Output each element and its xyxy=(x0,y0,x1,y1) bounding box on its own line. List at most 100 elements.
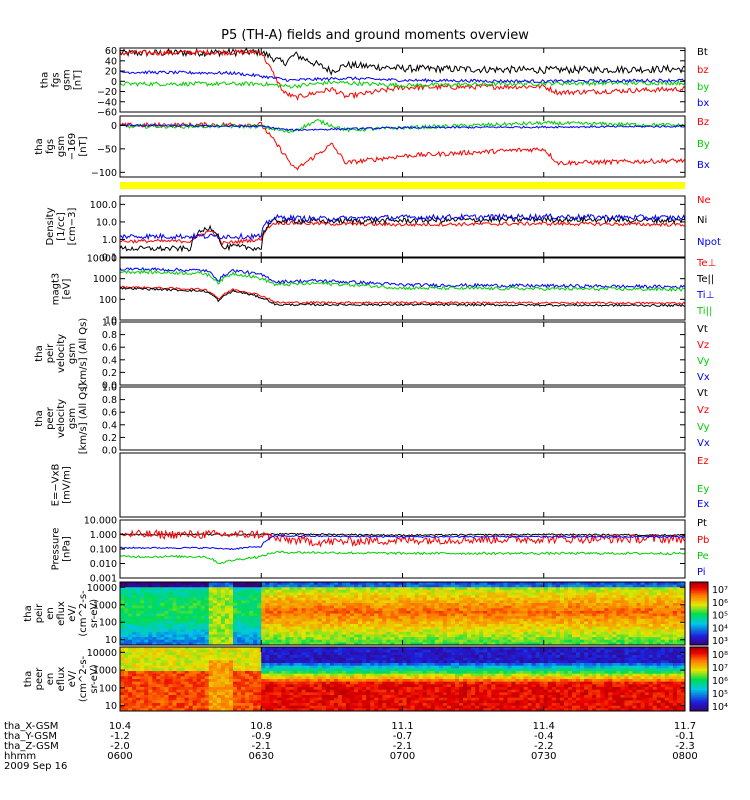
legend-peir_v: Vt xyxy=(697,324,708,335)
ytick-label: −40 xyxy=(97,97,117,108)
colorbar-tick: 10⁶ xyxy=(712,598,728,609)
ylabel-peir_v: thapeirvelocitygsm[km/s] (All Qs) xyxy=(34,318,89,390)
ytick-label: 10000 xyxy=(87,648,117,659)
colorbar-tick: 10⁴ xyxy=(712,623,728,634)
ylabel-fgs_r: thafgsgsm−169[nT] xyxy=(34,133,89,160)
legend-fgs: bz xyxy=(697,65,709,76)
ytick-label: 0.1 xyxy=(102,253,117,264)
ylabel-peer_v: thapeervelocitygsm[km/s] (All Qs) xyxy=(34,383,89,455)
ytick-label: 0.0 xyxy=(102,381,117,392)
colorbar-tick: 10⁶ xyxy=(712,676,728,687)
series-Pe xyxy=(119,550,686,565)
legend-temp: Te⊥ xyxy=(696,258,716,269)
ytick-label: 0.4 xyxy=(102,355,117,366)
ytick-label: 1000 xyxy=(93,666,117,677)
ytick-label: 100 xyxy=(99,618,117,629)
ylabel-peir_spec: thapeirenefluxeV/(cm^2-s-sr-eV) xyxy=(23,590,100,637)
ytick-label: 10 xyxy=(105,635,117,646)
ylabel-fgs: thafgsgsm[nT] xyxy=(40,69,84,90)
ytick-label: 1.0 xyxy=(102,318,117,329)
x-axis-value: 10.8 xyxy=(250,721,272,732)
panel-fgs_r: thafgsgsm−169[nT] Bz By Bx 0 −50 −100 xyxy=(34,115,710,179)
x-axis-row-label: tha_X-GSM xyxy=(4,721,58,732)
legend-peir_v: Vx xyxy=(697,372,710,383)
legend-density: Npot xyxy=(697,237,721,248)
legend-peer_v: Vx xyxy=(697,438,710,449)
colorbar-tick: 10⁴ xyxy=(712,702,728,713)
series-Ne xyxy=(119,220,685,246)
series-Pb xyxy=(119,529,686,548)
series-Te xyxy=(119,286,686,308)
ytick-label: 10000 xyxy=(87,583,117,594)
colorbar-tick: 10⁷ xyxy=(712,663,728,674)
series-Pi xyxy=(119,534,686,551)
series-Bt xyxy=(119,47,686,76)
ytick-label: 0.2 xyxy=(102,433,117,444)
panel-density: Density[1/cc][cm−3] Ne Ni Npot 100.0 10.0 1.0 0… xyxy=(45,195,721,264)
ylabel-peer_spec: thapeerenefluxeV/(cm^2-s-sr-eV) xyxy=(23,655,100,702)
ytick-label: 0.0 xyxy=(102,446,117,457)
legend-fgs_r: By xyxy=(697,139,710,150)
legend-pressure: Pe xyxy=(697,551,709,562)
x-axis-value: -2.0 xyxy=(110,741,130,752)
series-Ti xyxy=(119,266,686,289)
x-axis-row-label: hhmm xyxy=(4,751,36,762)
ytick-label: 0 xyxy=(111,77,117,88)
ytick-label: 0.6 xyxy=(102,343,117,354)
legend-peer_v: Vz xyxy=(697,405,709,416)
colorbar-tick: 10³ xyxy=(712,636,728,647)
ytick-label: 0.010 xyxy=(90,559,117,570)
legend-temp: Te|| xyxy=(696,274,714,285)
x-axis-value: 0800 xyxy=(672,751,697,762)
x-axis-value: -1.2 xyxy=(110,731,130,742)
legend-peir_v: Vy xyxy=(697,356,710,367)
ytick-label: 1.0 xyxy=(102,235,117,246)
legend-efield: Ex xyxy=(697,499,709,510)
ytick-label: 10000 xyxy=(87,254,117,265)
x-axis-value: 11.7 xyxy=(674,721,696,732)
x-axis-value: -0.7 xyxy=(393,731,413,742)
ytick-label: 0.001 xyxy=(90,574,117,585)
ytick-label: 1.0 xyxy=(102,383,117,394)
ytick-label: 0.8 xyxy=(102,330,117,341)
colorbar-tick: 10⁵ xyxy=(712,611,728,622)
ytick-label: 0.6 xyxy=(102,408,117,419)
legend-peer_v: Vy xyxy=(697,422,710,433)
ytick-label: 100 xyxy=(99,295,117,306)
panel-peir_spec: thapeirenefluxeV/(cm^2-s-sr-eV) 10⁷ 10⁶ 10⁵… xyxy=(23,581,728,647)
series-by xyxy=(119,79,686,89)
x-axis-value: -2.1 xyxy=(251,741,271,752)
x-axis-value: 0700 xyxy=(390,751,415,762)
ytick-label: 100 xyxy=(99,683,117,694)
ytick-label: 0 xyxy=(111,121,117,132)
x-axis: tha_X-GSM 10.4 10.8 11.1 11.4 11.7 tha_Y-GSM -1… xyxy=(4,721,698,772)
ytick-label: 10 xyxy=(105,701,117,712)
x-axis-value: -0.1 xyxy=(675,731,695,742)
series-Npot xyxy=(119,212,686,241)
panel-peer_spec: thapeerenefluxeV/(cm^2-s-sr-eV) 10⁸ 10⁷ 10⁶… xyxy=(23,646,728,713)
colorbar-peer_spec: 10⁸ 10⁷ 10⁶ 10⁵ 10⁴ xyxy=(689,646,728,713)
ytick-label: 0.8 xyxy=(102,395,117,406)
x-axis-value: 0730 xyxy=(531,751,556,762)
ytick-label: 1.000 xyxy=(90,530,117,541)
ytick-label: −60 xyxy=(97,108,117,119)
ytick-label: 10 xyxy=(105,316,117,327)
x-axis-value: -2.3 xyxy=(675,741,695,752)
ytick-label: 100.0 xyxy=(90,200,117,211)
legend-fgs_r: Bx xyxy=(697,160,710,171)
ylabel-pressure: Pressure[nPa] xyxy=(51,528,73,571)
x-axis-value: -2.2 xyxy=(534,741,554,752)
legend-temp: Ti|| xyxy=(696,306,712,317)
panel-efield: E=−VxB[mV/m] Ez Ey Ex xyxy=(51,452,709,518)
mode-bar xyxy=(120,182,685,189)
panel-peir_v: thapeirvelocitygsm[km/s] (All Qs) Vt Vz Vy V… xyxy=(34,318,710,392)
ytick-label: 10.000 xyxy=(84,516,117,527)
ylabel-density: Density[1/cc][cm−3] xyxy=(45,207,78,245)
legend-fgs: by xyxy=(697,82,709,93)
plot-title: P5 (TH-A) fields and ground moments over… xyxy=(221,28,529,43)
ytick-label: 0.2 xyxy=(102,368,117,379)
legend-density: Ni xyxy=(697,215,707,226)
